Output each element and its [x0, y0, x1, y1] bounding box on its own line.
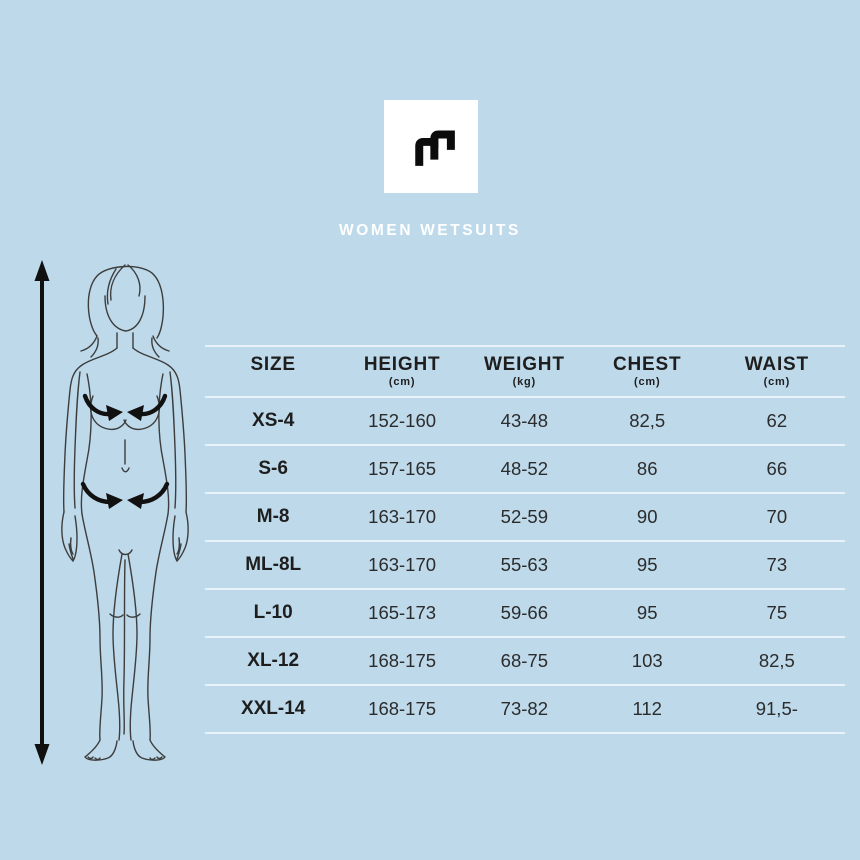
page-title: WOMEN WETSUITS: [339, 222, 521, 239]
waist-measure-arrow-icon: [80, 481, 113, 505]
cell-size: S-6: [258, 458, 288, 479]
chest-arrowhead: [106, 405, 123, 421]
column-label: CHEST: [613, 353, 682, 375]
cell-size: L-10: [253, 602, 293, 623]
cell-chest: 103: [631, 650, 663, 671]
cell-weight: 52-59: [500, 506, 548, 527]
cell-height: 152-160: [368, 410, 437, 431]
table-row: XL-12 168-175 68-75 103 82,5: [205, 637, 845, 685]
cell-chest: 90: [636, 506, 658, 527]
header-row: SIZE HEIGHT (cm) WEIGHT (kg) CHEST (cm) …: [205, 346, 845, 397]
cell-height: 163-170: [368, 506, 437, 527]
table-row: S-6 157-165 48-52 86 66: [205, 445, 845, 493]
woman-figure-svg: [34, 260, 225, 765]
cell-size: M-8: [256, 506, 290, 527]
cell-height: 163-170: [368, 554, 437, 575]
waist-arrowhead: [106, 493, 123, 509]
column-label: WEIGHT: [483, 353, 565, 375]
cell-size: ML-8L: [245, 554, 302, 575]
column-header-chest: CHEST (cm): [586, 346, 709, 397]
cell-chest: 82,5: [629, 410, 666, 431]
cell-waist: 70: [766, 506, 788, 527]
cell-weight: 48-52: [500, 458, 548, 479]
cell-height: 168-175: [368, 650, 437, 671]
height-arrow-icon: [34, 260, 50, 765]
cell-size: XS-4: [252, 410, 295, 431]
column-header-size: SIZE: [205, 346, 341, 397]
cell-waist: 66: [766, 458, 788, 479]
cell-size: XXL-14: [240, 698, 306, 719]
cell-chest: 112: [632, 698, 662, 719]
table-row: XXL-14 168-175 73-82 112 91,5-: [205, 685, 845, 733]
cell-waist: 62: [766, 410, 788, 431]
cell-weight: 59-66: [500, 602, 548, 623]
table-row: ML-8L 163-170 55-63 95 73: [205, 541, 845, 589]
table-row: L-10 165-173 59-66 95 75: [205, 589, 845, 637]
cell-waist: 75: [766, 602, 788, 623]
column-header-height: HEIGHT (cm): [341, 346, 463, 397]
size-chart-body: XS-4 152-160 43-48 82,5 62 S-6 157-165 4…: [205, 397, 845, 733]
cell-weight: 73-82: [500, 698, 548, 719]
column-label: SIZE: [250, 353, 296, 375]
column-unit: (cm): [388, 375, 416, 388]
chest-measure-arrow-icon: [82, 393, 113, 417]
cell-size: XL-12: [247, 650, 300, 671]
cell-waist: 73: [766, 554, 788, 575]
cell-weight: 68-75: [500, 650, 548, 671]
table-row: M-8 163-170 52-59 90 70: [205, 493, 845, 541]
cell-weight: 43-48: [500, 410, 548, 431]
cell-height: 157-165: [368, 458, 437, 479]
column-header-weight: WEIGHT (kg): [463, 346, 586, 397]
column-unit: [205, 376, 341, 389]
cell-chest: 95: [636, 554, 658, 575]
woman-figure-illustration: [25, 250, 225, 775]
woman-figure-outline: [61, 264, 188, 760]
cell-height: 165-173: [368, 602, 437, 623]
table-row: XS-4 152-160 43-48 82,5 62: [205, 397, 845, 445]
column-unit: (kg): [512, 375, 537, 388]
column-unit: (cm): [634, 375, 661, 388]
column-unit: (cm): [763, 375, 791, 388]
cell-height: 168-175: [368, 698, 437, 719]
size-chart-table: SIZE HEIGHT (cm) WEIGHT (kg) CHEST (cm) …: [205, 345, 845, 734]
column-header-waist: WAIST (cm): [709, 346, 845, 397]
cell-weight: 55-63: [500, 554, 548, 575]
cell-chest: 86: [636, 458, 658, 479]
brand-logo: [384, 100, 478, 193]
column-label: WAIST: [744, 353, 809, 375]
size-chart-header: SIZE HEIGHT (cm) WEIGHT (kg) CHEST (cm) …: [205, 346, 845, 397]
cell-waist: 82,5: [758, 650, 795, 671]
cell-chest: 95: [636, 602, 658, 623]
brand-logo-icon: [414, 130, 455, 166]
cell-waist: 91,5-: [755, 698, 798, 719]
column-label: HEIGHT: [363, 353, 441, 375]
